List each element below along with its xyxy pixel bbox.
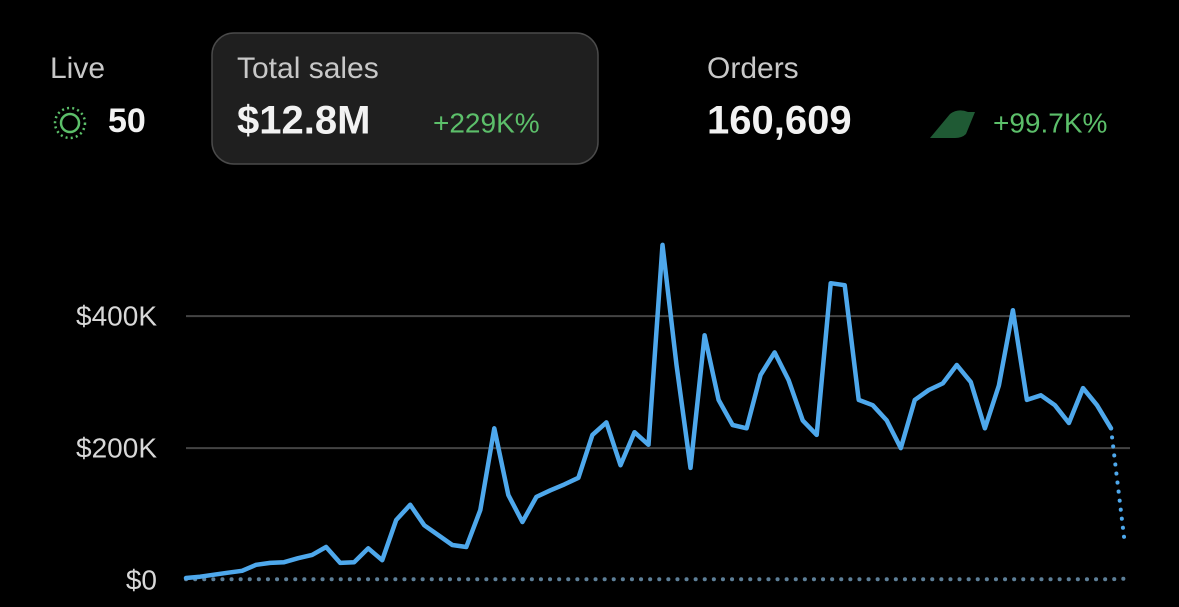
sparkline-icon [930,110,975,138]
total-sales-label: Total sales [237,52,379,85]
orders-card[interactable]: Orders 160,609 +99.7K% [707,52,1107,143]
y-tick-label: $0 [126,564,157,595]
total-sales-change: +229K% [433,107,540,138]
orders-change: +99.7K% [993,107,1107,138]
y-tick-label: $200K [76,432,157,463]
dotted-line [184,576,1127,582]
total-sales-value: $12.8M [237,99,370,143]
orders-value: 160,609 [707,99,852,143]
sales-line [183,242,1114,581]
y-tick-label: $400K [76,301,157,332]
live-label: Live [50,52,105,85]
selected-metric-card[interactable] [211,32,599,165]
chart: $0 $200K $400K [76,242,1130,595]
live-value: 50 [108,102,146,140]
live-icon [53,106,87,140]
dotted-line [1109,426,1127,547]
orders-label: Orders [707,52,799,85]
